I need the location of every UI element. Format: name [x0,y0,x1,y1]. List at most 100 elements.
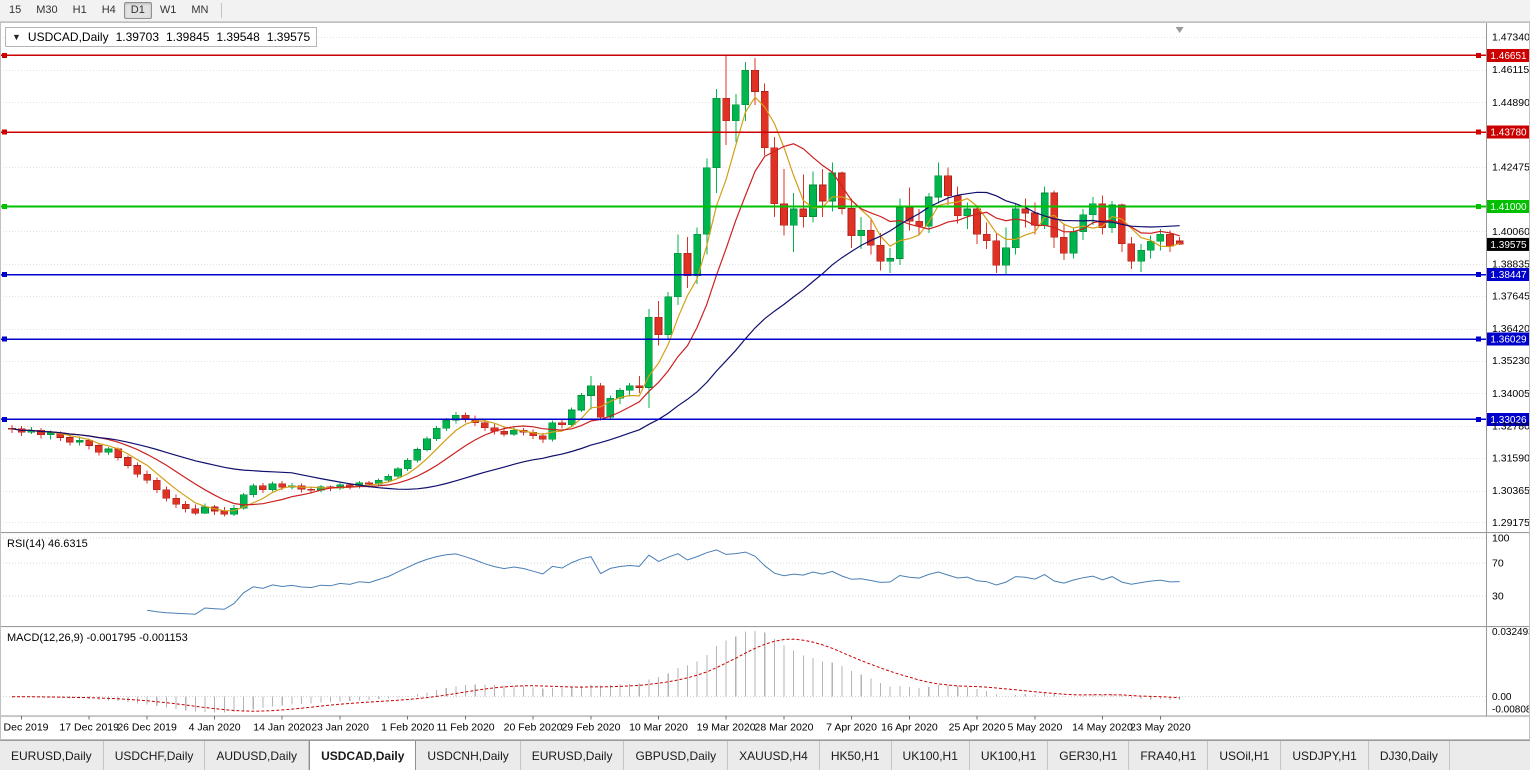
moving-average-5 [11,96,1180,512]
svg-text:1 Feb 2020: 1 Feb 2020 [381,722,434,734]
svg-text:1.34005: 1.34005 [1492,388,1530,400]
svg-text:25 Apr 2020: 25 Apr 2020 [949,722,1006,734]
svg-text:1.35230: 1.35230 [1492,355,1530,367]
chart-tab-usdjpy-h1[interactable]: USDJPY,H1 [1281,741,1369,770]
svg-text:1.32780: 1.32780 [1492,420,1530,432]
chart-tab-dj30-daily[interactable]: DJ30,Daily [1369,741,1450,770]
symbol-dropdown-icon[interactable]: ▼ [12,31,21,42]
svg-text:7 Apr 2020: 7 Apr 2020 [826,722,877,734]
chart-tab-eurusd-daily[interactable]: EURUSD,Daily [521,741,625,770]
svg-text:10 Mar 2020: 10 Mar 2020 [629,722,688,734]
line-handle-left[interactable] [2,336,7,342]
line-handle-right[interactable] [1476,129,1481,135]
line-handle-right[interactable] [1476,52,1481,58]
chart-tab-hk50-h1[interactable]: HK50,H1 [820,741,892,770]
line-handle-right[interactable] [1476,336,1481,342]
timeframe-toolbar: 15 M30 H1 H4 D1 W1 MN [0,0,1530,22]
chart-tab-ger30-h1[interactable]: GER30,H1 [1048,741,1130,770]
chart-tab-usoil-h1[interactable]: USOil,H1 [1208,741,1282,770]
svg-text:1.37645: 1.37645 [1492,291,1530,303]
svg-text:70: 70 [1492,557,1504,569]
current-price-tag: 1.39575 [1487,237,1530,251]
line-handle-left[interactable] [2,203,7,209]
svg-text:1.39575: 1.39575 [1490,240,1527,251]
horizontal-line-1.46651[interactable]: 1.46651 [0,48,1530,62]
timeframe-button-h4[interactable]: H4 [95,2,123,19]
svg-text:1.42475: 1.42475 [1492,161,1530,173]
chart-tab-usdchf-daily[interactable]: USDCHF,Daily [104,741,206,770]
horizontal-line-1.38447[interactable]: 1.38447 [0,268,1530,281]
timeframe-button-d1[interactable]: D1 [123,2,152,19]
svg-text:100: 100 [1492,533,1510,545]
timeframe-button-h1[interactable]: H1 [66,2,94,19]
ohlc-open: 1.39703 [115,30,159,44]
chart-area[interactable]: 1.46651 1.43780 1.41000 1.38447 1.36029 1.330… [0,22,1530,740]
toolbar-separator [221,3,223,18]
svg-text:-0.00808: -0.00808 [1492,705,1530,716]
timeframe-button-m30[interactable]: M30 [29,2,64,19]
chart-tab-usdcnh-daily[interactable]: USDCNH,Daily [416,741,521,770]
line-handle-left[interactable] [2,272,7,278]
rsi-line [147,549,1180,615]
chart-tab-fra40-h1[interactable]: FRA40,H1 [1129,741,1209,770]
chart-tab-gbpusd-daily[interactable]: GBPUSD,Daily [624,741,729,770]
svg-text:5 May 2020: 5 May 2020 [1007,722,1062,734]
chart-tab-eurusd-daily[interactable]: EURUSD,Daily [0,741,104,770]
svg-text:1.47340: 1.47340 [1492,31,1530,43]
line-handle-right[interactable] [1476,416,1481,422]
svg-text:11 Feb 2020: 11 Feb 2020 [436,722,494,734]
svg-text:7 Dec 2019: 7 Dec 2019 [0,722,49,734]
timeframe-button-15[interactable]: 15 [2,2,28,19]
line-handle-right[interactable] [1476,203,1481,209]
chart-shift-marker[interactable] [1175,27,1184,33]
horizontal-line-1.43780[interactable]: 1.43780 [0,125,1530,139]
svg-text:4 Jan 2020: 4 Jan 2020 [189,722,241,734]
price-tag [1487,199,1530,213]
price-axis[interactable]: 1.47340 1.46115 1.44890 1.42475 1.40060 1.388… [1492,31,1530,528]
macd-histogram [21,631,1181,713]
svg-text:16 Apr 2020: 16 Apr 2020 [881,722,938,734]
svg-text:19 Mar 2020: 19 Mar 2020 [697,722,756,734]
line-handle-left[interactable] [2,416,7,422]
svg-text:26 Dec 2019: 26 Dec 2019 [117,722,177,734]
svg-text:17 Dec 2019: 17 Dec 2019 [59,722,119,734]
price-tag [1487,48,1530,62]
ohlc-close: 1.39575 [266,30,311,44]
svg-text:1.44890: 1.44890 [1492,97,1530,109]
chart-tab-bar: EURUSD,Daily USDCHF,Daily AUDUSD,Daily USDC… [0,740,1530,770]
price-tag [1487,268,1530,282]
svg-text:1.38835: 1.38835 [1492,259,1530,271]
rsi-levels: 100 70 30 [0,533,1510,603]
svg-text:1.40060: 1.40060 [1492,226,1530,238]
timeframe-button-w1[interactable]: W1 [153,2,184,19]
chart-tab-uk100-h1[interactable]: UK100,H1 [892,741,970,770]
svg-text:30: 30 [1492,591,1504,603]
chart-title: ▼ USDCAD,Daily 1.39703 1.39845 1.39548 1… [5,27,318,47]
price-tag [1487,125,1530,139]
svg-text:1.30365: 1.30365 [1492,485,1530,497]
svg-text:1.38447: 1.38447 [1490,270,1527,281]
svg-text:14 May 2020: 14 May 2020 [1072,722,1133,734]
chart-tab-uk100-h1[interactable]: UK100,H1 [970,741,1049,770]
moving-average-10 [11,143,1180,506]
svg-text:28 Mar 2020: 28 Mar 2020 [755,722,814,734]
line-handle-right[interactable] [1476,272,1481,278]
svg-text:1.46115: 1.46115 [1492,64,1529,76]
line-handle-left[interactable] [2,52,7,58]
chart-tab-audusd-daily[interactable]: AUDUSD,Daily [205,741,310,770]
ohlc-high: 1.39845 [166,30,210,44]
svg-text:1.29175: 1.29175 [1492,517,1530,529]
timeframe-button-mn[interactable]: MN [184,2,215,19]
svg-text:0.00: 0.00 [1492,692,1512,703]
ohlc-low: 1.39548 [216,30,260,44]
horizontal-line-1.41000[interactable]: 1.41000 [0,199,1530,213]
svg-text:1.33026: 1.33026 [1490,415,1527,426]
svg-text:1.41000: 1.41000 [1490,202,1527,213]
line-handle-left[interactable] [2,129,7,135]
chart-tab-usdcad-daily[interactable]: USDCAD,Daily [309,741,417,770]
chart-tab-xauusd-h4[interactable]: XAUUSD,H4 [728,741,820,770]
horizontal-line-1.33026[interactable]: 1.33026 [0,412,1530,426]
chart-canvas[interactable]: 1.46651 1.43780 1.41000 1.38447 1.36029 1.330… [0,22,1530,740]
horizontal-line-1.36029[interactable]: 1.36029 [0,332,1530,346]
